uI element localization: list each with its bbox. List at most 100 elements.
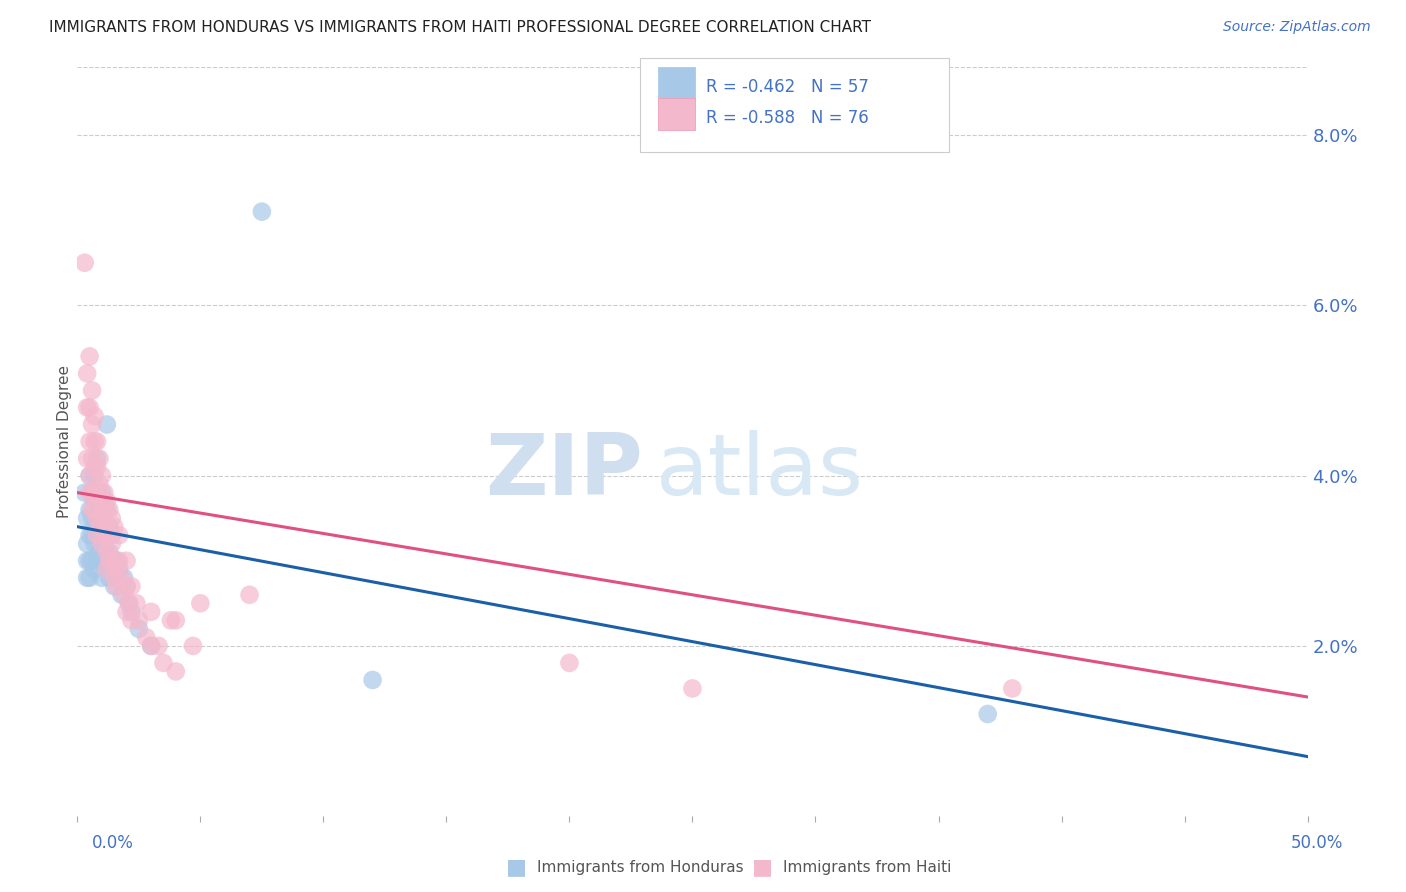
Point [101,528,124,542]
Point [121,579,143,593]
Point [79,468,101,483]
Point [165,665,187,679]
Point [86,485,108,500]
Point [96,417,118,432]
Point [108,528,131,542]
Point [83,434,105,449]
Point [239,588,262,602]
Point [98,545,121,559]
Point [76,554,98,568]
Text: Immigrants from Honduras: Immigrants from Honduras [537,860,744,874]
Text: R = -0.588   N = 76: R = -0.588 N = 76 [706,109,869,127]
Point [76,451,98,466]
Point [82,485,104,500]
Point [558,656,581,670]
Point [115,554,138,568]
Point [90,511,114,525]
Point [89,502,111,516]
Point [79,350,101,364]
Point [79,571,101,585]
Point [93,528,115,542]
Point [141,639,163,653]
Point [96,554,118,568]
Point [89,519,111,533]
Point [86,460,108,475]
Point [73,485,96,500]
Point [83,562,105,576]
Point [90,494,114,508]
Point [79,502,101,516]
Point [83,537,105,551]
Point [128,613,150,627]
Point [89,494,111,508]
Text: ZIP: ZIP [485,430,644,513]
Point [90,554,114,568]
Point [141,639,163,653]
Point [82,485,104,500]
Point [90,485,114,500]
Point [181,639,204,653]
Point [82,451,104,466]
Point [96,494,118,508]
Point [83,519,105,533]
Point [96,528,118,542]
Text: ■: ■ [752,857,773,877]
Point [90,571,114,585]
Point [103,554,125,568]
Point [98,528,121,542]
Point [112,588,135,602]
Point [89,451,111,466]
Point [105,562,128,576]
Point [79,401,101,415]
Point [121,613,143,627]
Text: IMMIGRANTS FROM HONDURAS VS IMMIGRANTS FROM HAITI PROFESSIONAL DEGREE CORRELATIO: IMMIGRANTS FROM HONDURAS VS IMMIGRANTS F… [49,20,872,35]
Point [108,562,131,576]
Point [112,571,135,585]
Point [93,494,115,508]
Point [83,494,105,508]
Point [90,511,114,525]
Point [977,706,1000,721]
Point [361,673,384,687]
Point [160,613,183,627]
Point [76,571,98,585]
Y-axis label: Professional Degree: Professional Degree [56,365,72,518]
Text: 50.0%: 50.0% [1291,834,1343,852]
Text: 0.0%: 0.0% [91,834,134,852]
Point [86,485,108,500]
Point [86,451,108,466]
Text: atlas: atlas [655,430,863,513]
Point [121,605,143,619]
Point [135,631,157,645]
Text: Source: ZipAtlas.com: Source: ZipAtlas.com [1223,20,1371,34]
Point [105,579,128,593]
Point [82,528,104,542]
Point [148,639,170,653]
Point [103,554,125,568]
Point [82,384,104,398]
Point [250,204,273,219]
Point [86,528,108,542]
Point [76,401,98,415]
Point [125,596,148,610]
Point [101,511,124,525]
Point [86,511,108,525]
Point [98,519,121,533]
Point [115,579,138,593]
Point [82,502,104,516]
Point [105,554,128,568]
Point [83,485,105,500]
Point [89,519,111,533]
Point [83,502,105,516]
Point [165,613,187,627]
Point [93,502,115,516]
Point [96,545,118,559]
Point [96,502,118,516]
Point [118,596,141,610]
Point [73,256,96,270]
Text: Immigrants from Haiti: Immigrants from Haiti [783,860,952,874]
Point [188,596,212,610]
Text: ■: ■ [506,857,527,877]
Point [79,468,101,483]
Point [98,502,121,516]
